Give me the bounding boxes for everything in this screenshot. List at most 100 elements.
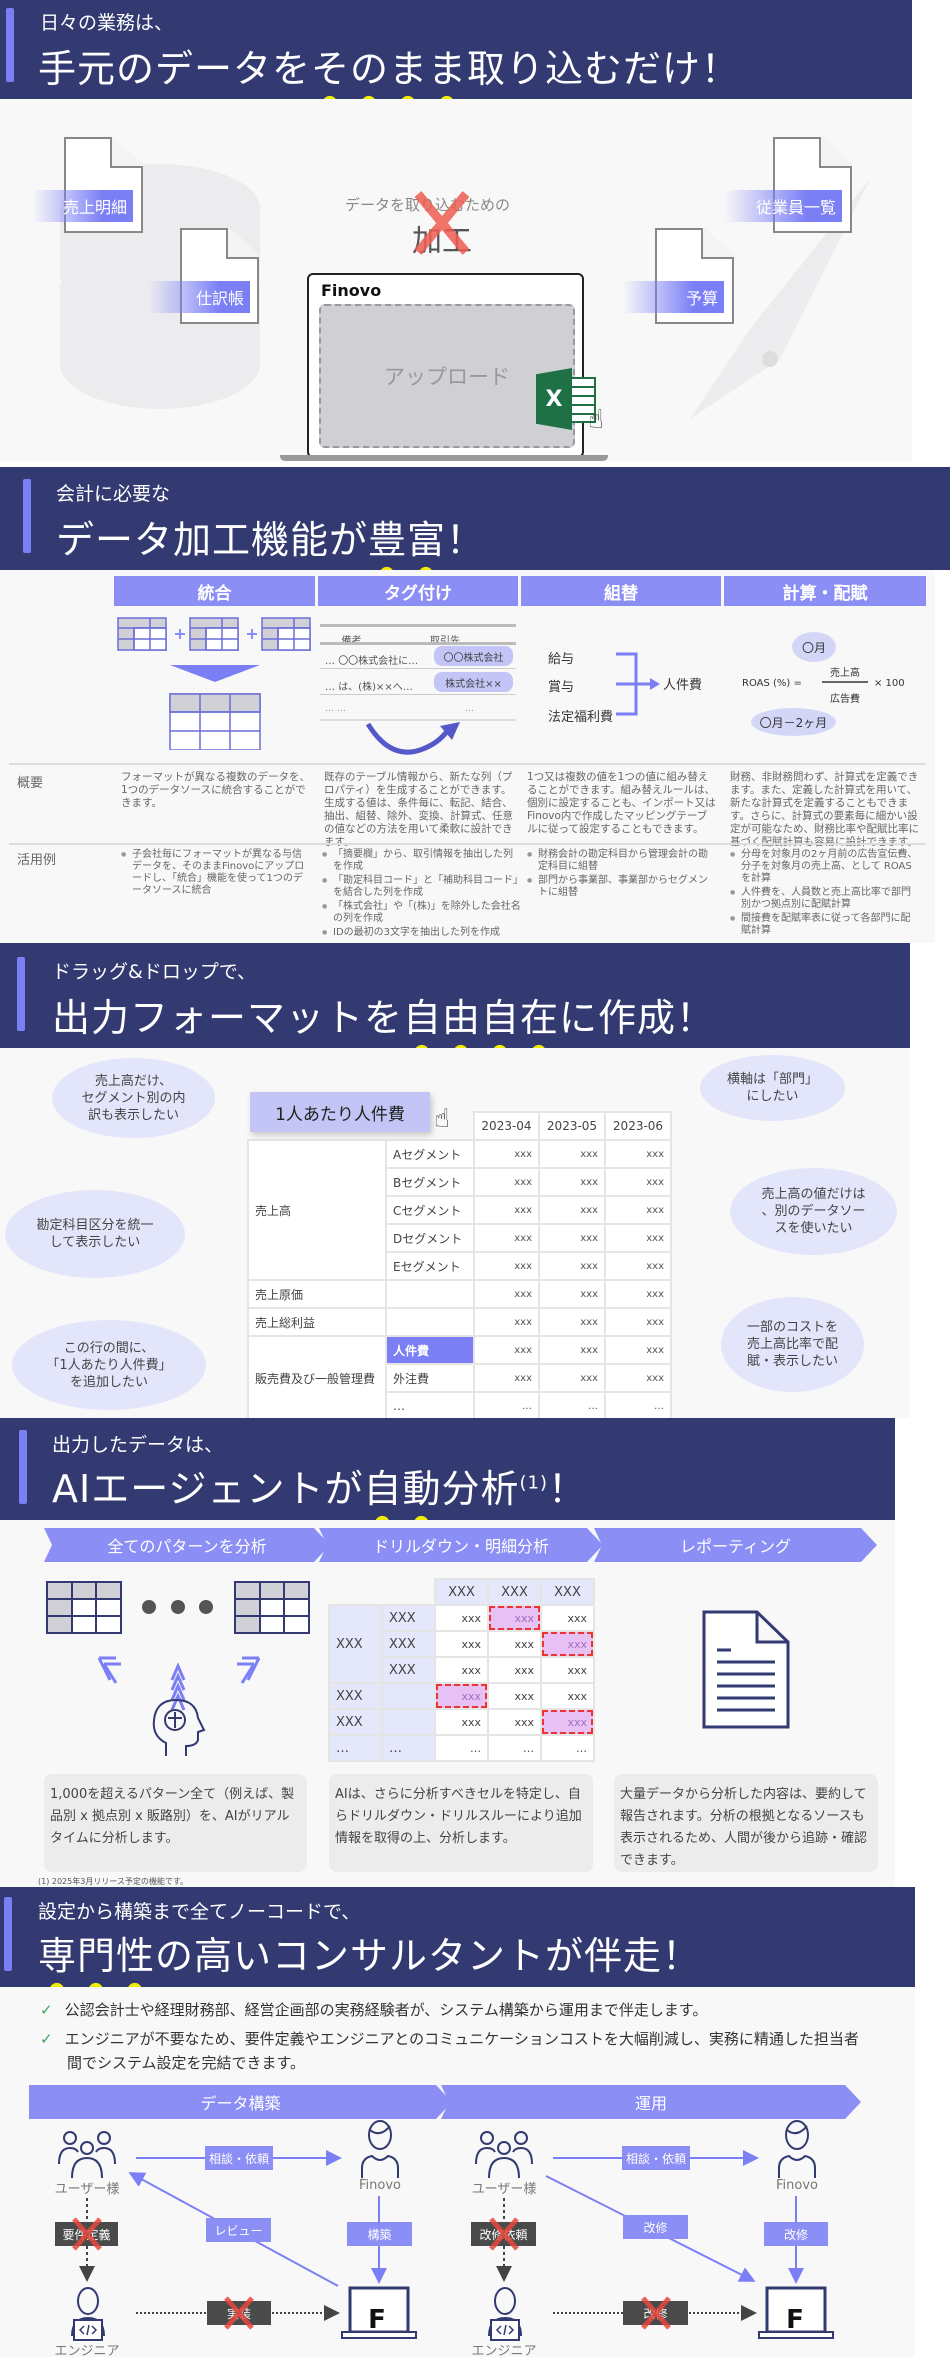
hand-pointer-icon: ☝ <box>434 1104 450 1134</box>
laptop-base <box>280 455 608 461</box>
check-item: ✓ エンジニアが不要なため、要件定義やエンジニアとのコミュニケーションコストを大幅… <box>40 2030 859 2072</box>
column-header-merge: 統合 <box>114 576 315 606</box>
check-item: ✓ 公認会計士や経理財務部、経営企画部の実務経験者が、システム構築から運用まで伴走… <box>40 2001 708 2019</box>
period-header: 2023-06 <box>604 1111 672 1141</box>
tag-fix-engineer-crossed: 改修 <box>623 2296 688 2330</box>
regroup-item: 法定福利費 <box>548 710 614 725</box>
overview-merge: フォーマットが異なる複数のデータを、1つのデータソースに統合することができます。 <box>121 771 310 809</box>
phase-build: データ構築 <box>29 2085 452 2119</box>
description-drilldown: AIは、さらに分析すべきセルを特定し、自らドリルダウン・ドリルスルーにより追加情… <box>329 1774 593 1872</box>
pen-icon <box>690 179 870 419</box>
speech-bubble: 一部のコストを 売上高比率で配 賦・表示したい <box>721 1297 864 1392</box>
cross-icon <box>414 191 470 255</box>
tag-fix: 改修 <box>623 2215 688 2239</box>
month-bubble: 〇月 <box>792 632 836 662</box>
accent-bar <box>4 1897 12 1971</box>
users-icon <box>475 2131 533 2179</box>
speech-bubble: この行の間に、 「1人あたり人件費」 を追加したい <box>12 1320 206 1410</box>
excel-icon: X <box>536 368 572 430</box>
speech-bubble: 勘定科目区分を統一 して表示したい <box>5 1190 185 1278</box>
section1-subtitle: 日々の業務は、 <box>40 12 174 34</box>
report-document-icon <box>702 1610 790 1729</box>
section2-title: データ加工機能が豊富！ <box>56 518 486 562</box>
section4-header: 出力したデータは、 AIエージェントが自動分析(1)！ <box>0 1418 895 1520</box>
footnote: (1) 2025年3月リリース予定の機能です。 <box>38 1877 189 1886</box>
table-row: 外注費 xxx xxx xxx <box>248 1363 672 1393</box>
merge-illustration <box>117 617 311 750</box>
table-row: 売上原価 xxx xxx xxx <box>247 1279 672 1309</box>
section3-subtitle: ドラッグ&ドロップで、 <box>52 961 257 983</box>
regroup-item: 給与 <box>548 652 575 667</box>
tag-review: レビュー <box>206 2218 271 2242</box>
divider <box>9 763 926 765</box>
overview-regroup: 1つ又は複数の値を1つの値に組み替えることができます。組み替えルールは、個別に設… <box>527 771 716 835</box>
users-icon <box>58 2131 116 2179</box>
table-row: Cセグメント xxx xxx xxx <box>248 1195 672 1225</box>
description-reporting: 大量データから分析した内容は、要約して報告されます。分析の根拠となるソースも表示… <box>614 1774 878 1872</box>
check-icon: ✓ <box>40 2001 53 2019</box>
roas-numerator: 売上高 <box>822 664 868 683</box>
cross-icon <box>224 2296 254 2330</box>
roas-lhs: ROAS (%) = <box>742 678 802 689</box>
section5-subtitle: 設定から構築まで全てノーコードで、 <box>38 1901 361 1923</box>
accent-bar <box>19 1430 27 1504</box>
highlighted-cell: xxx <box>540 1630 595 1658</box>
speech-bubble: 売上高の値だけは 、別のデータソー スを使いたい <box>730 1168 897 1255</box>
examples-calc: 分母を対象月の2ヶ月前の広告宣伝費、分子を対象月の売上高、として ROASを計算… <box>730 849 920 939</box>
tag-implement-crossed: 実装 <box>207 2296 271 2330</box>
phase-operate: 運用 <box>441 2085 861 2119</box>
section2-feature-table: 統合 タグ付け 組替 計算・配賦 … 備考取引先 … 〇〇株式会社に… 〇〇株式… <box>0 570 935 943</box>
overview-calc: 財務、非財務問わず、計算式を定義できます。また、定義した計算式を用いて、新たな計… <box>730 771 919 848</box>
tag-row-3: … …… <box>325 704 474 714</box>
doc-label-journal: 仕訳帳 <box>148 281 250 313</box>
overview-tagging: 既存のテーブル情報から、新たな列（プロパティ）を生成することができます。生成する… <box>324 771 513 848</box>
highlighted-cell: xxx <box>487 1604 542 1632</box>
doc-label-employees: 従業員一覧 <box>724 190 842 222</box>
section5-header: 設定から構築まで全てノーコードで、 専門性の高いコンサルタントが伴走！ <box>0 1887 915 1987</box>
section3-title: 出力フォーマットを自由自在に作成！ <box>52 996 716 1040</box>
drag-item[interactable]: 1人あたり人件費 <box>250 1092 430 1132</box>
examples-merge: 子会社毎にフォーマットが異なる与信データを、そのままFinovoにアップロードし… <box>121 849 311 899</box>
tag-chip: 〇〇株式会社 <box>434 646 513 666</box>
app-letter: F <box>786 2305 804 2335</box>
divider <box>320 642 516 645</box>
step-reporting: レポーティング <box>594 1528 877 1562</box>
consultant-icon <box>778 2120 816 2179</box>
label-finovo: Finovo <box>776 2178 818 2193</box>
consultant-icon <box>361 2120 399 2179</box>
accent-bar <box>6 8 14 82</box>
period-header: 2023-05 <box>538 1111 606 1141</box>
tag-fix-request-crossed: 改修依頼 <box>471 2217 536 2251</box>
tag-fix: 改修 <box>764 2222 828 2246</box>
roas-denominator: 広告費 <box>830 694 860 705</box>
label-engineer: エンジニア <box>471 2344 537 2359</box>
tag-chip: 株式会社×× <box>434 672 513 692</box>
row-label: 売上高 <box>247 1139 387 1281</box>
label-user: ユーザー様 <box>471 2182 537 2197</box>
drilldown-table: XXX XXX XXX XXX XXX xxx xxx xxx XXX xxx xxx xxx X… <box>328 1578 595 1762</box>
divider <box>9 843 926 845</box>
column-header-regroup: 組替 <box>521 576 721 606</box>
regroup-target: 人件費 <box>663 678 703 693</box>
table-row: 売上総利益 xxx xxx xxx <box>247 1307 672 1337</box>
section4-title: AIエージェントが自動分析(1)！ <box>52 1467 587 1511</box>
column-header-calc: 計算・配賦 <box>724 576 926 606</box>
regroup-item: 賞与 <box>548 680 575 695</box>
pattern-analysis-illustration <box>46 1581 310 1756</box>
tag-row-1: … 〇〇株式会社に… <box>325 656 419 667</box>
section2-header: 会計に必要な データ加工機能が豊富！ <box>0 467 950 570</box>
section5-body <box>0 1987 915 2357</box>
tag-requirements-crossed: 要件定義 <box>55 2217 118 2251</box>
roas-multiplier: × 100 <box>874 678 905 689</box>
table-row: 販売費及び一般管理費 人件費 xxx xxx xxx <box>247 1335 672 1421</box>
table-row: Bセグメント xxx xxx xxx <box>248 1167 672 1197</box>
section3-header: ドラッグ&ドロップで、 出力フォーマットを自由自在に作成！ <box>0 943 910 1048</box>
upload-dropzone[interactable]: アップロード <box>319 304 575 448</box>
section5-title: 専門性の高いコンサルタントが伴走！ <box>38 1934 702 1978</box>
laptop: Finovo アップロード <box>307 273 584 458</box>
tag-row-2: … は、(株)××へ… <box>325 682 413 693</box>
app-name: Finovo <box>321 281 382 300</box>
highlighted-cell: xxx <box>434 1682 489 1710</box>
row-label-examples: 活用例 <box>17 853 57 868</box>
section1-title: 手元のデータをそのまま取り込むだけ！ <box>38 47 741 91</box>
